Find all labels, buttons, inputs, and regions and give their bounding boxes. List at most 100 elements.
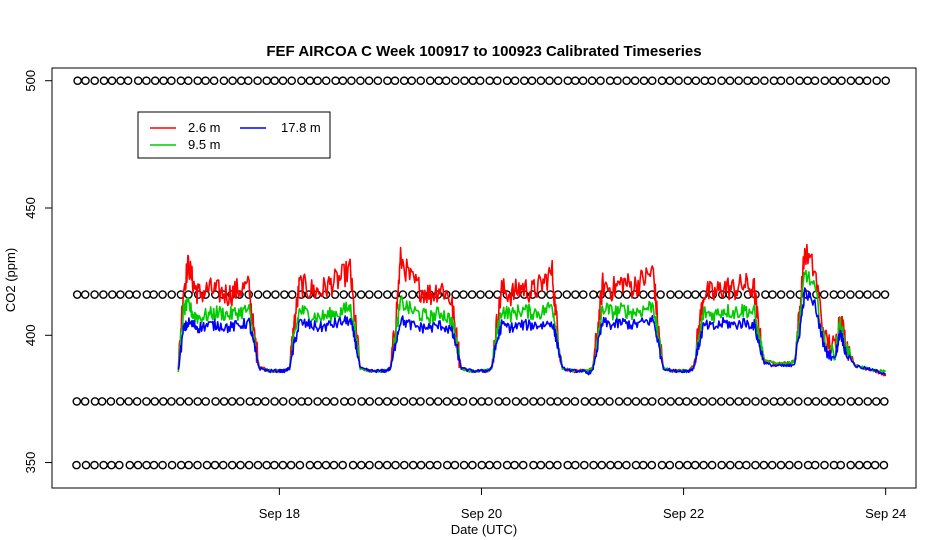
calibration-point — [253, 76, 262, 86]
calibration-points — [72, 76, 891, 470]
calibration-point — [846, 76, 856, 86]
calibration-point — [90, 76, 99, 86]
x-tick-label-2: Sep 22 — [663, 506, 704, 521]
calibration-point — [245, 397, 255, 406]
calibration-point — [124, 397, 133, 406]
calibration-point — [751, 397, 760, 406]
calibration-point — [416, 460, 426, 470]
calibration-point — [674, 460, 684, 470]
calibration-point — [106, 397, 116, 406]
y-axis: 350 400 450 500 — [23, 70, 52, 473]
calibration-point — [321, 76, 331, 86]
chart-title: FEF AIRCOA C Week 100917 to 100923 Calib… — [266, 43, 701, 60]
calibration-point — [657, 460, 667, 470]
calibration-point — [201, 397, 210, 406]
calibration-point — [399, 397, 409, 406]
calibration-point — [365, 460, 374, 470]
calibration-point — [810, 76, 820, 86]
y-tick-label-2: 450 — [23, 197, 38, 219]
calibration-point — [329, 460, 339, 470]
calibration-point — [107, 76, 117, 86]
calibration-point — [794, 460, 803, 470]
calibration-point — [252, 397, 262, 406]
calibration-point — [99, 290, 108, 299]
calibration-point — [751, 76, 760, 86]
calibration-point — [863, 290, 872, 299]
calibration-point — [244, 460, 254, 470]
calibration-point — [794, 397, 803, 406]
calibration-point — [434, 76, 444, 86]
calibration-point — [691, 76, 701, 86]
calibration-point — [347, 397, 357, 406]
calibration-point — [863, 460, 872, 470]
calibration-point — [133, 460, 143, 470]
calibration-point — [829, 397, 838, 406]
calibration-point — [408, 290, 417, 299]
calibration-point — [622, 76, 631, 86]
calibration-point — [665, 460, 675, 470]
calibration-point — [72, 397, 82, 406]
calibration-point — [484, 290, 494, 299]
calibration-point — [605, 397, 614, 406]
calibration-point — [167, 76, 176, 86]
calibration-point — [640, 397, 649, 406]
calibration-point — [374, 397, 384, 406]
series-lines — [177, 243, 887, 377]
calibration-point — [492, 460, 502, 470]
calibration-point — [674, 76, 683, 86]
calibration-point — [742, 397, 751, 406]
calibration-point — [149, 460, 159, 470]
y-tick-label-1: 400 — [23, 324, 38, 346]
calibration-point — [280, 290, 289, 299]
calibration-point — [485, 460, 494, 470]
calibration-point — [399, 76, 409, 86]
calibration-point — [365, 397, 375, 406]
calibration-point — [115, 460, 124, 470]
calibration-point — [820, 76, 830, 86]
calibration-point — [321, 397, 331, 406]
calibration-point — [398, 290, 408, 299]
calibration-point — [596, 76, 605, 86]
calibration-point — [262, 460, 272, 470]
calibration-point — [183, 76, 193, 86]
calibration-point — [881, 76, 891, 86]
calibration-point — [124, 290, 134, 299]
calibration-point — [390, 397, 400, 406]
calibration-point — [820, 460, 829, 470]
calibration-point — [321, 460, 331, 470]
calibration-point — [468, 397, 478, 406]
calibration-point — [193, 76, 202, 86]
calibration-point — [408, 397, 418, 406]
calibration-point — [571, 76, 580, 86]
calibration-point — [803, 76, 812, 86]
calibration-point — [767, 460, 777, 470]
calibration-point — [235, 397, 245, 406]
x-tick-label-0: Sep 18 — [259, 506, 300, 521]
calibration-point — [297, 76, 306, 86]
calibration-point — [622, 460, 631, 470]
calibration-point — [872, 76, 882, 86]
calibration-point — [201, 76, 210, 86]
calibration-point — [501, 397, 511, 406]
calibration-point — [666, 290, 675, 299]
calibration-point — [699, 397, 708, 406]
calibration-point — [734, 460, 744, 470]
calibration-point — [468, 76, 478, 86]
calibration-point — [716, 397, 726, 406]
calibration-point — [639, 290, 648, 299]
calibration-point — [810, 460, 820, 470]
calibration-point — [142, 76, 151, 86]
calibration-point — [776, 460, 786, 470]
calibration-point — [347, 76, 356, 86]
calibration-point — [725, 397, 735, 406]
calibration-point — [571, 290, 580, 299]
calibration-point — [588, 397, 598, 406]
calibration-point — [546, 397, 555, 406]
calibration-point — [459, 290, 468, 299]
calibration-point — [880, 290, 890, 299]
calibration-point — [553, 460, 562, 470]
calibration-point — [338, 460, 348, 470]
calibration-point — [211, 397, 220, 406]
calibration-point — [287, 290, 297, 299]
